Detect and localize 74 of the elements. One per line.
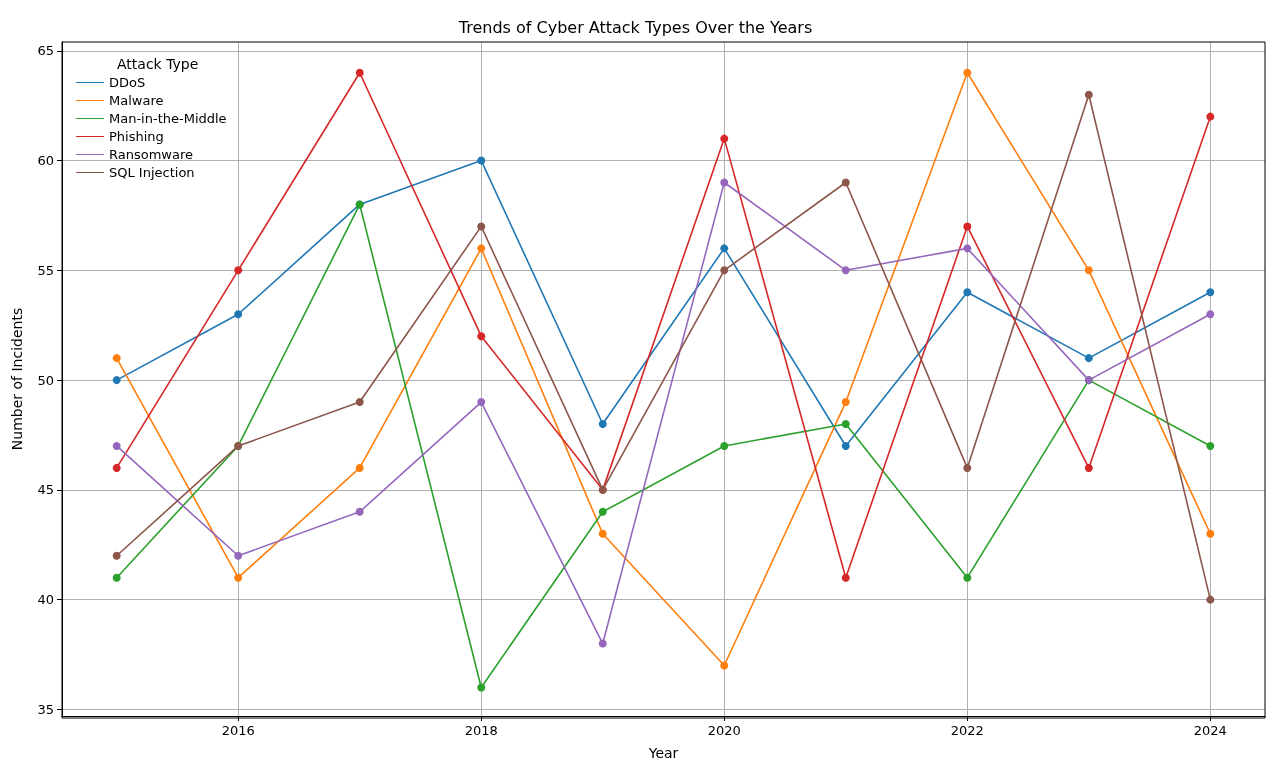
legend-label: Man-in-the-Middle	[109, 111, 227, 126]
point	[1084, 90, 1093, 99]
point	[841, 266, 850, 275]
point	[112, 354, 121, 363]
x-tick-label: 2016	[221, 723, 255, 738]
point	[720, 661, 729, 670]
point	[963, 68, 972, 77]
point	[841, 420, 850, 428]
point	[841, 398, 850, 407]
point	[598, 639, 607, 648]
legend-label: Malware	[109, 93, 164, 108]
point	[720, 441, 729, 450]
point	[720, 178, 729, 187]
y-tick-label: 55	[37, 262, 54, 278]
point	[963, 573, 972, 582]
point	[477, 156, 486, 165]
point	[477, 683, 486, 692]
legend-label: Ransomware	[109, 147, 193, 162]
y-tick-label: 60	[37, 153, 54, 169]
point	[1206, 441, 1215, 450]
chart-title: Trends of Cyber Attack Types Over the Years	[457, 17, 813, 37]
legend-title: Attack Type	[117, 56, 199, 72]
x-axis-title: Year	[647, 745, 679, 761]
y-tick-label: 50	[37, 372, 54, 388]
point	[598, 507, 607, 516]
y-axis-title: Number of Incidents	[9, 307, 25, 451]
point	[112, 441, 121, 450]
point	[112, 376, 121, 385]
x-tick-label: 2024	[1193, 723, 1227, 738]
point	[841, 441, 850, 450]
point	[355, 398, 364, 407]
point	[1084, 266, 1093, 275]
point	[720, 134, 729, 143]
point	[234, 573, 243, 582]
point	[963, 244, 972, 253]
point	[1206, 310, 1215, 319]
point	[355, 463, 364, 472]
point	[112, 463, 121, 472]
y-tick-label: 65	[37, 43, 54, 59]
point	[112, 573, 121, 582]
point	[234, 310, 243, 319]
point	[720, 244, 729, 253]
point	[963, 222, 972, 231]
point	[841, 573, 850, 582]
point	[841, 178, 850, 187]
point	[477, 222, 486, 231]
y-tick-label: 35	[37, 701, 54, 717]
x-tick-label: 2020	[707, 723, 741, 738]
point	[477, 332, 486, 341]
point	[355, 68, 364, 77]
point	[963, 463, 972, 472]
point	[1206, 288, 1215, 297]
point	[1206, 529, 1215, 538]
point	[355, 507, 364, 516]
legend-label: DDoS	[109, 75, 146, 90]
point	[1084, 354, 1093, 363]
point	[720, 266, 729, 275]
point	[598, 529, 607, 538]
point	[963, 288, 972, 297]
point	[477, 244, 486, 253]
x-tick-label: 2022	[950, 723, 984, 738]
point	[598, 420, 607, 428]
point	[1084, 463, 1093, 472]
x-tick-label: 2018	[464, 723, 498, 738]
point	[112, 551, 121, 560]
point	[477, 398, 486, 407]
point	[1206, 595, 1215, 604]
legend-label: SQL Injection	[109, 165, 195, 180]
y-tick-label: 40	[37, 592, 54, 608]
legend-label: Phishing	[109, 129, 164, 144]
point	[1206, 112, 1215, 121]
y-tick-label: 45	[37, 482, 54, 498]
point	[234, 551, 243, 560]
point	[234, 266, 243, 275]
